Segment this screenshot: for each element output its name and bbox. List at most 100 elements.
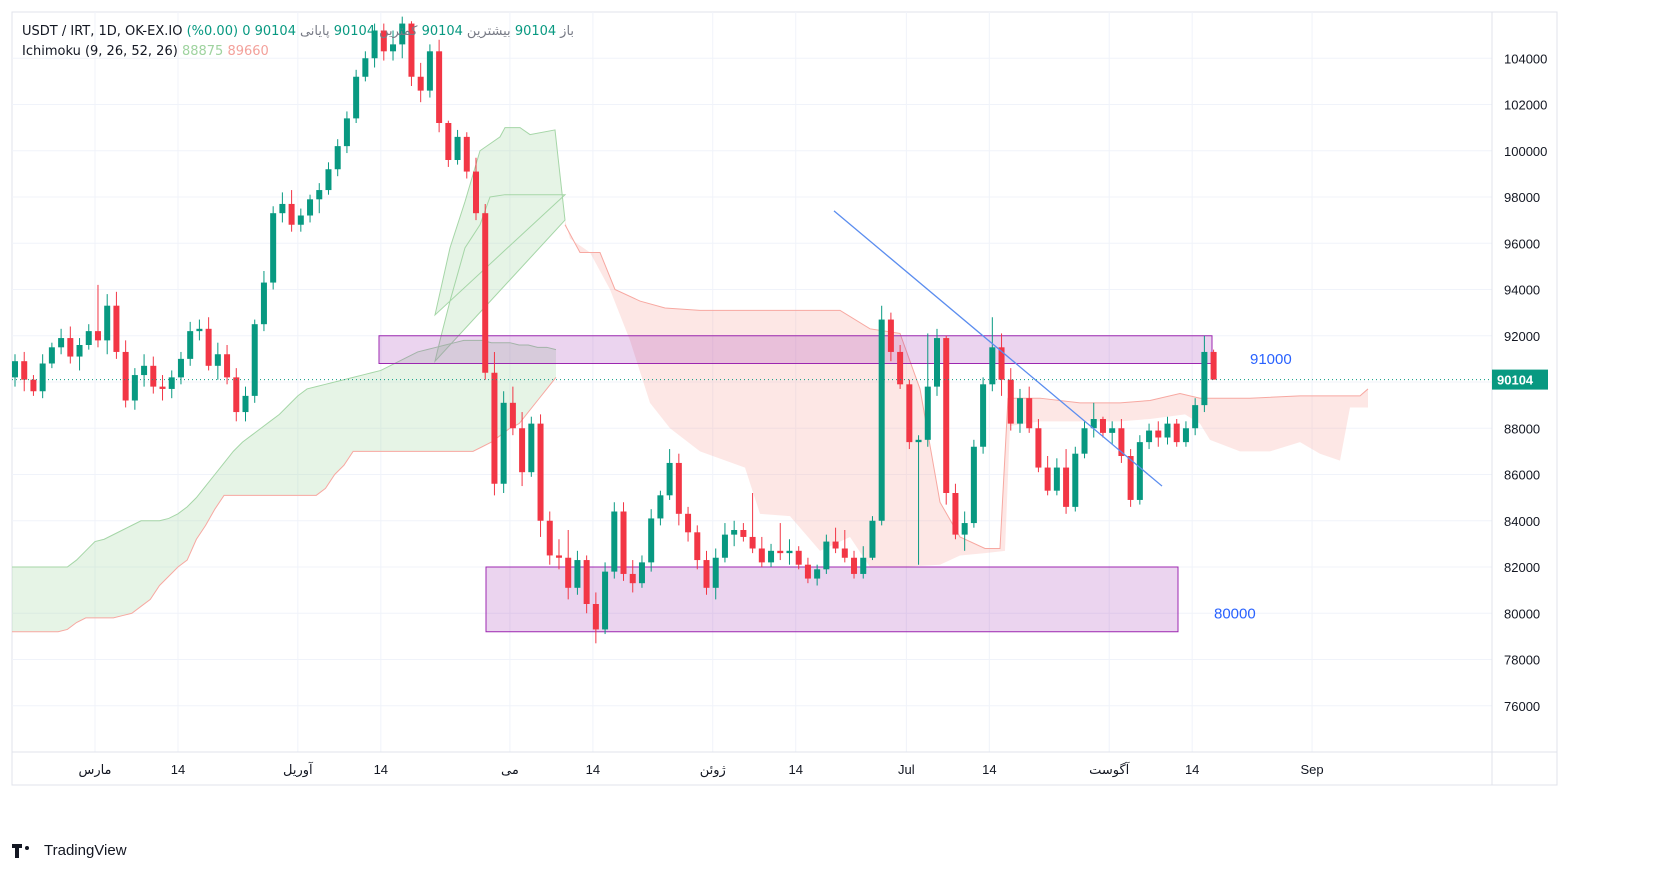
candle: [131, 368, 138, 410]
candle: [454, 129, 461, 165]
legend-high-label: بیشترین: [466, 24, 511, 39]
candle: [159, 375, 166, 401]
candle: [712, 548, 719, 600]
candle-body: [58, 338, 65, 348]
candle: [768, 543, 775, 567]
candle-body: [814, 569, 821, 579]
x-tick-label: 14: [982, 762, 996, 777]
x-tick-label: آگوست: [1089, 761, 1131, 778]
candle: [1016, 388, 1023, 433]
candle: [1090, 402, 1097, 438]
legend-close-label: پایانی: [299, 24, 330, 39]
candle: [141, 354, 148, 387]
candle-body: [740, 530, 747, 537]
candle-body: [1118, 428, 1125, 456]
legend-open-label: باز: [560, 24, 575, 39]
zone-91000: [378, 335, 1213, 364]
candle-body: [832, 541, 839, 549]
candle: [989, 317, 996, 392]
candle-body: [878, 319, 885, 521]
candle: [657, 490, 664, 526]
candle-body: [417, 76, 424, 91]
candle-body: [426, 51, 433, 91]
candle-body: [823, 541, 830, 570]
candle: [58, 328, 65, 355]
candle: [463, 132, 470, 179]
candle: [436, 39, 443, 133]
candle: [1210, 349, 1217, 380]
legend-indicator-name[interactable]: Ichimoku (9, 26, 52, 26): [22, 44, 178, 59]
x-tick-label: مارس: [78, 762, 111, 778]
candle-body: [961, 523, 968, 535]
legend-low-value: 90104: [333, 24, 376, 39]
candle: [48, 342, 55, 369]
candle-body: [924, 386, 931, 440]
y-tick-label: 104000: [1504, 51, 1547, 66]
grid: [12, 12, 1492, 752]
candle-body: [279, 203, 286, 214]
candle: [841, 530, 848, 563]
chart-legend: USDT / IRT, 1D, OK-EX.IO باز 90104 بیشتری…: [22, 22, 574, 62]
candle-body: [804, 564, 811, 579]
candle: [380, 23, 387, 61]
x-tick-label: 14: [586, 762, 600, 777]
candle: [583, 555, 590, 614]
y-tick-label: 100000: [1504, 144, 1547, 159]
candle: [1053, 458, 1060, 496]
candle-body: [1136, 442, 1143, 500]
y-tick-label: 84000: [1504, 514, 1540, 529]
candle-body: [408, 23, 415, 77]
candle: [76, 338, 83, 371]
candle-body: [1026, 398, 1033, 429]
candle-body: [1099, 419, 1106, 433]
candle-body: [362, 58, 369, 77]
candle-body: [12, 361, 18, 378]
legend-indicator-row[interactable]: Ichimoku (9, 26, 52, 26) 88875 89660: [22, 42, 574, 62]
candle-body: [952, 493, 959, 535]
candle: [21, 351, 28, 392]
candle: [897, 345, 904, 389]
candle: [685, 506, 692, 542]
legend-indicator-value-2: 89660: [227, 44, 269, 59]
candle: [565, 530, 572, 600]
candle-body: [343, 118, 350, 147]
candle-body: [1007, 379, 1014, 424]
candle-body: [1146, 430, 1153, 443]
candle-body: [841, 548, 848, 558]
candle: [224, 345, 231, 385]
candle: [445, 120, 452, 167]
legend-symbol[interactable]: USDT / IRT, 1D, OK-EX.IO: [22, 24, 183, 39]
candle: [906, 379, 913, 450]
candle-body: [602, 571, 609, 630]
zone-label-91000: 91000: [1250, 351, 1292, 368]
candle-body: [141, 365, 148, 376]
candle: [694, 525, 701, 570]
candle: [1072, 446, 1079, 512]
candle-body: [436, 51, 443, 123]
candle-body: [998, 347, 1005, 380]
candle-body: [371, 30, 378, 59]
candle-body: [251, 324, 258, 396]
candle: [408, 21, 415, 86]
candle: [620, 502, 627, 581]
candle-body: [260, 282, 267, 325]
candle-body: [851, 557, 858, 574]
candle-body: [131, 375, 138, 401]
footer-brand[interactable]: TradingView: [12, 842, 127, 859]
candle-body: [980, 384, 987, 447]
candle: [777, 523, 784, 561]
candle-body: [592, 604, 599, 630]
candle: [1146, 423, 1153, 450]
candle-body: [915, 439, 922, 443]
candle: [519, 412, 526, 487]
candle-body: [989, 347, 996, 385]
candle: [703, 550, 710, 595]
candle-body: [546, 520, 553, 556]
y-tick-label: 86000: [1504, 468, 1540, 483]
candle: [546, 511, 553, 565]
candle: [30, 375, 37, 396]
candle: [721, 523, 728, 563]
candle-body: [685, 513, 692, 533]
